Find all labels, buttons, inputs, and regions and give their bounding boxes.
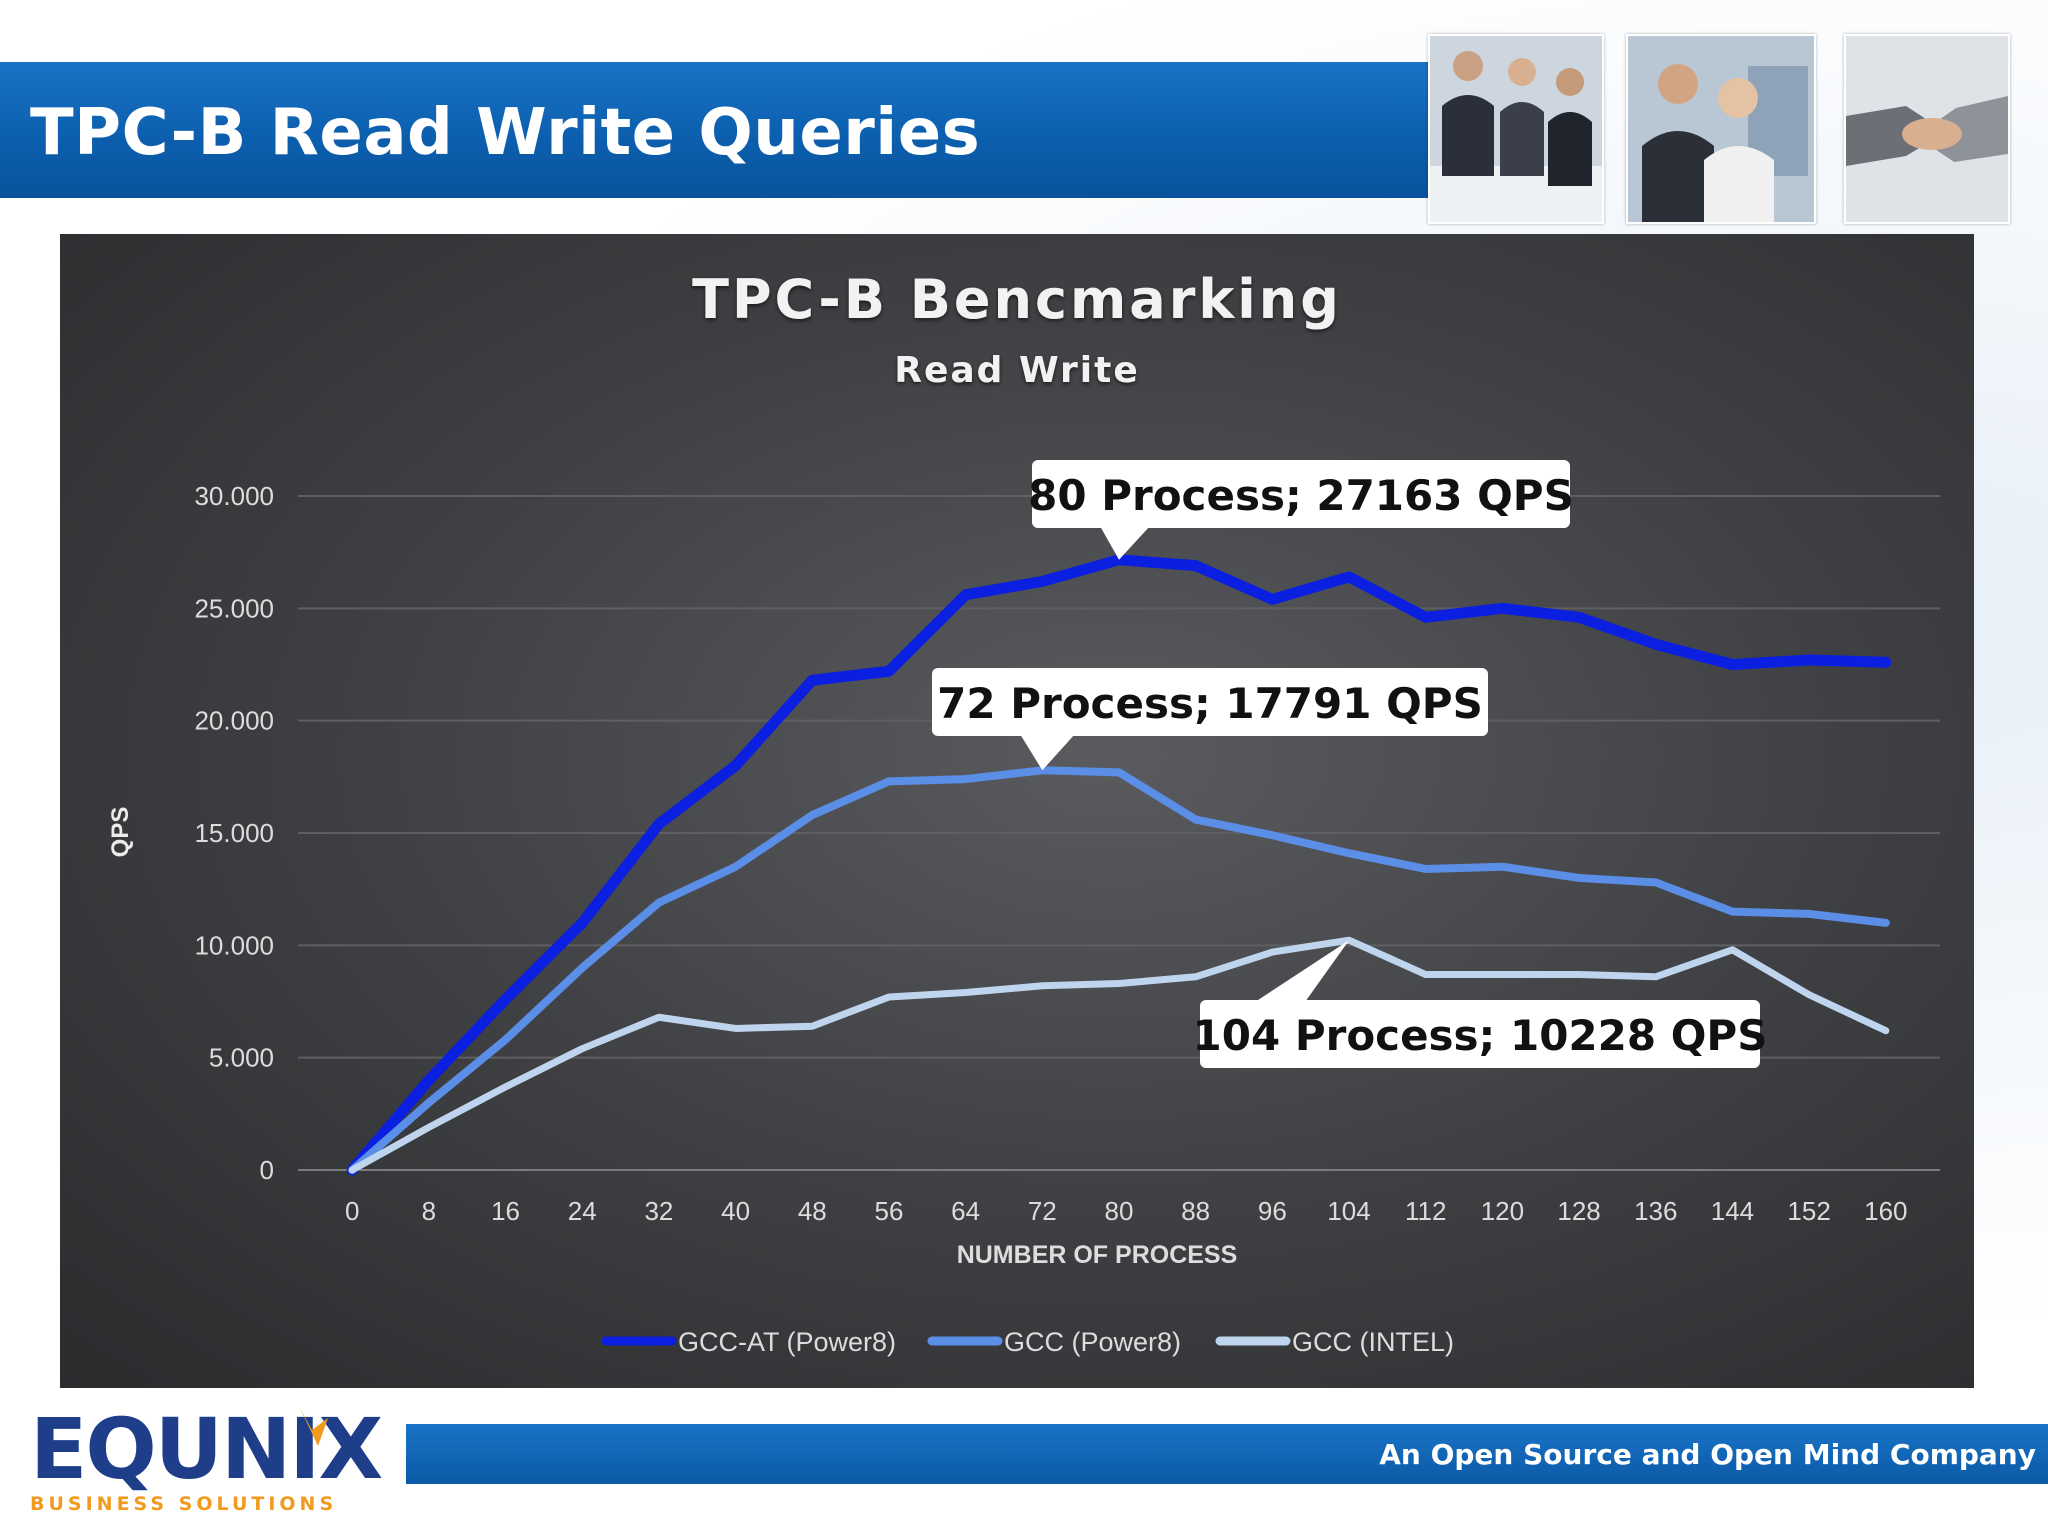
y-tick-label: 25.000 [194,593,274,623]
x-tick-label: 48 [798,1196,827,1226]
y-tick-label: 5.000 [209,1043,274,1073]
y-tick-label: 20.000 [194,706,274,736]
x-tick-label: 16 [491,1196,520,1226]
x-tick-label: 120 [1481,1196,1524,1226]
callout-label: 80 Process; 27163 QPS [1028,471,1574,520]
callout-box [932,668,1488,736]
x-tick-label: 104 [1327,1196,1370,1226]
x-axis-label: NUMBER OF PROCESS [957,1241,1238,1269]
x-tick-label: 32 [644,1196,673,1226]
x-tick-label: 72 [1028,1196,1057,1226]
callout-box [1200,1000,1760,1068]
series-line-2 [348,766,1890,1174]
series-line-3 [348,936,1890,1174]
x-tick-label: 96 [1258,1196,1287,1226]
title-bar [0,62,1440,198]
x-tick-label: 152 [1787,1196,1830,1226]
company-logo: EQUNIX BUSINESS SOLUTIONS [28,1390,398,1520]
x-tick-label: 0 [345,1196,359,1226]
y-axis-label: QPS [107,807,134,858]
y-tick-label: 30.000 [194,481,274,511]
legend-label: GCC (INTEL) [1292,1327,1454,1357]
chart-title: TPC-B Bencmarking [692,268,1342,331]
x-tick-label: 80 [1105,1196,1134,1226]
x-tick-label: 136 [1634,1196,1677,1226]
y-tick-label: 15.000 [194,818,274,848]
x-tick-label: 8 [422,1196,436,1226]
x-tick-label: 112 [1405,1196,1446,1226]
footer-tagline: An Open Source and Open Mind Company [1379,1438,2036,1471]
legend-label: GCC-AT (Power8) [678,1327,896,1357]
callout-label: 72 Process; 17791 QPS [937,679,1483,728]
y-tick-label: 0 [260,1155,274,1185]
x-tick-label: 160 [1864,1196,1907,1226]
data-callout: 104 Process; 10228 QPS [1193,940,1768,1068]
data-callout: 80 Process; 27163 QPS [1028,460,1574,560]
chart-panel: TPC-B Bencmarking Read Write QPS NUMBER … [60,234,1974,1388]
chart-subtitle: Read Write [894,350,1140,391]
legend-label: GCC (Power8) [1004,1327,1181,1357]
x-tick-label: 64 [951,1196,980,1226]
x-tick-label: 40 [721,1196,750,1226]
team-photo [1626,34,1816,224]
logo-subtext: BUSINESS SOLUTIONS [30,1493,337,1515]
callout-label: 104 Process; 10228 QPS [1193,1011,1768,1060]
callout-pointer [1100,526,1150,560]
x-tick-label: 88 [1181,1196,1210,1226]
callout-box [1032,460,1570,528]
x-tick-label: 128 [1557,1196,1600,1226]
footer-bar: An Open Source and Open Mind Company [406,1424,2048,1484]
series-line-1 [346,554,1892,1176]
logo-wordmark: EQUNIX [30,1400,383,1498]
slide-title: TPC-B Read Write Queries [30,96,981,170]
x-tick-label: 24 [568,1196,597,1226]
x-tick-label: 144 [1711,1196,1754,1226]
y-tick-label: 10.000 [194,930,274,960]
header-photos [1428,34,2048,224]
data-callout: 72 Process; 17791 QPS [932,668,1488,771]
line-chart: TPC-B Bencmarking Read Write QPS NUMBER … [107,268,1940,1357]
x-tick-label: 56 [874,1196,903,1226]
handshake-photo [1844,34,2010,224]
callout-pointer [1255,940,1350,1002]
callout-pointer [1020,734,1075,771]
meeting-photo [1428,34,1604,224]
